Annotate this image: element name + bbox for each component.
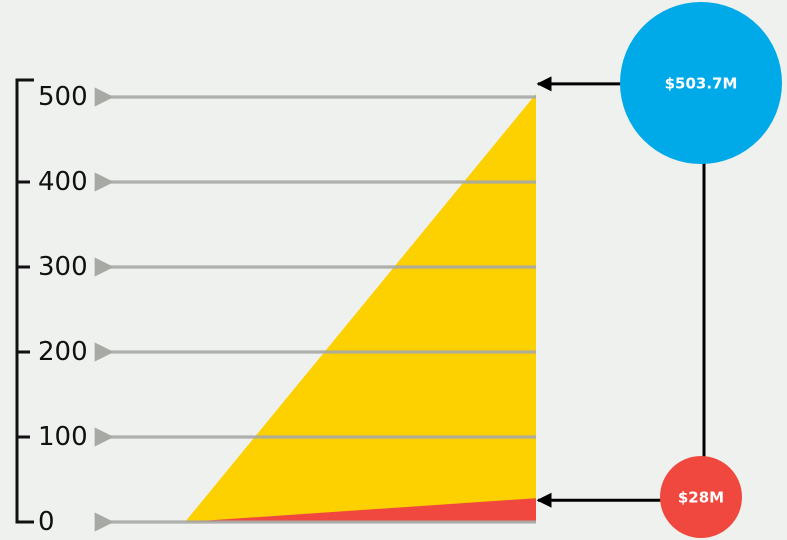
bubble-bottom-value	[660, 456, 742, 538]
bubble-bottom-label: $28M	[678, 489, 724, 507]
bubble-top-value	[620, 2, 782, 164]
y-axis-line	[15, 78, 34, 524]
tick-label-200: 200	[38, 337, 88, 367]
tick-label-500: 500	[38, 82, 88, 112]
tick-label-0: 0	[38, 507, 55, 537]
area-total	[185, 93, 536, 522]
bubble-top-label: $503.7M	[665, 75, 738, 93]
tick-label-400: 400	[38, 167, 88, 197]
area-small	[185, 498, 536, 522]
tick-label-300: 300	[38, 252, 88, 282]
tick-label-100: 100	[38, 422, 88, 452]
